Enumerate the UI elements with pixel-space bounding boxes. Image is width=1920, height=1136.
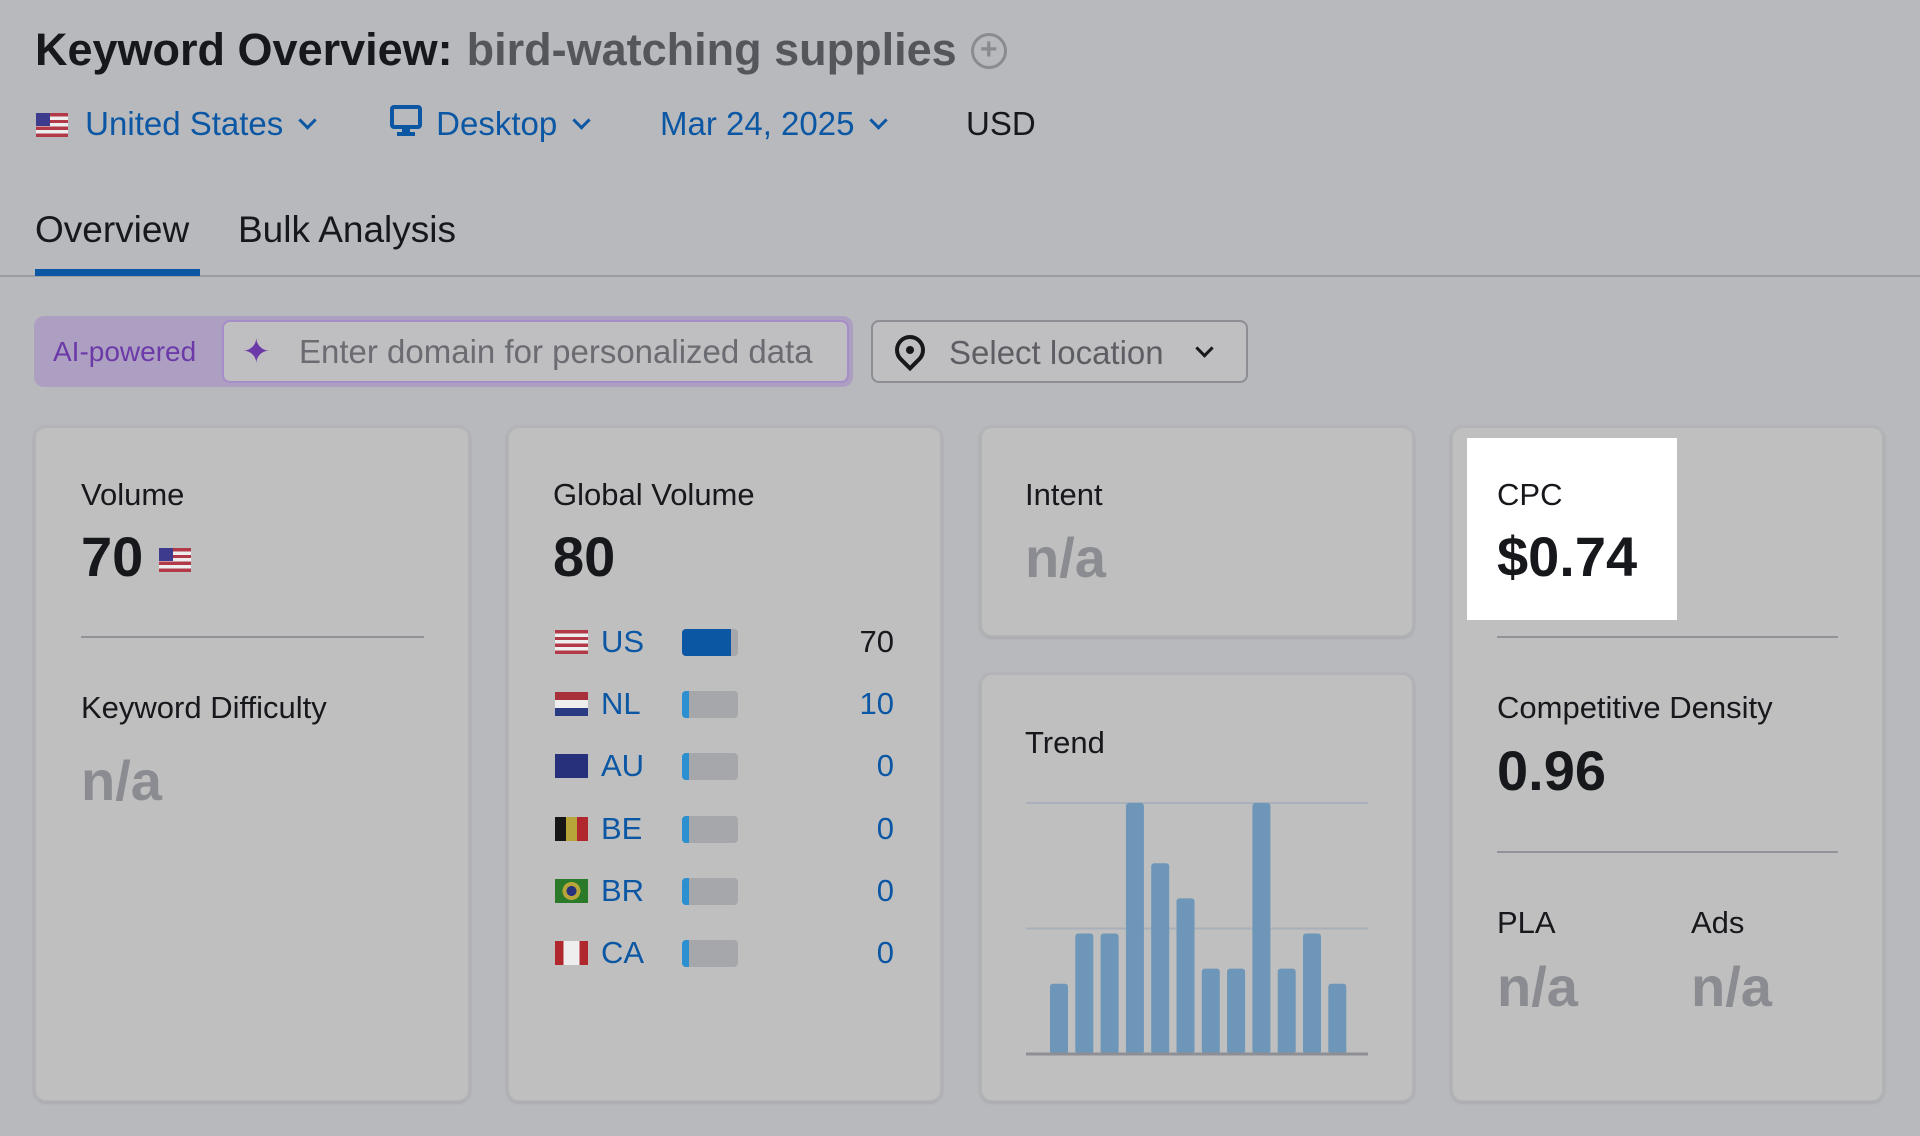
country-share-bar: [682, 691, 738, 719]
plus-circle-icon[interactable]: +: [970, 33, 1007, 69]
trend-bar[interactable]: [1151, 863, 1170, 1054]
country-select[interactable]: United States: [36, 104, 317, 144]
country-code[interactable]: US: [601, 624, 645, 659]
share-fill: [682, 877, 689, 905]
country-code[interactable]: BE: [601, 810, 643, 846]
us-flag-icon: [158, 548, 191, 572]
ads-label: Ads: [1691, 905, 1745, 940]
country-share-bar: [682, 877, 738, 905]
volume-label: Volume: [81, 477, 185, 512]
volume-value: 70: [81, 525, 191, 589]
country-volume[interactable]: 0: [876, 748, 894, 784]
share-fill: [682, 815, 689, 843]
volume-card: [34, 426, 470, 1102]
trend-bar[interactable]: [1227, 968, 1246, 1054]
country-label: United States: [85, 105, 284, 142]
cpc-value: $0.74: [1497, 525, 1638, 588]
share-fill: [682, 629, 732, 656]
ca-flag-icon: [555, 941, 588, 965]
date-select[interactable]: Mar 24, 2025: [660, 104, 889, 144]
trend-bar[interactable]: [1328, 983, 1347, 1054]
cpc-highlight: [1467, 438, 1677, 620]
country-volume[interactable]: 0: [876, 935, 894, 970]
domain-input-wrapper: ✦: [222, 320, 849, 383]
country-volume[interactable]: 0: [876, 810, 894, 846]
divider: [1497, 851, 1838, 853]
active-tab-indicator: [35, 269, 200, 276]
trend-bar[interactable]: [1100, 933, 1119, 1054]
tab-overview[interactable]: Overview: [35, 209, 190, 250]
page-title: Keyword Overview: bird-watching supplies +: [35, 22, 1007, 78]
trend-bar[interactable]: [1303, 933, 1321, 1054]
trend-bar[interactable]: [1050, 983, 1068, 1054]
trend-bar[interactable]: [1277, 968, 1296, 1054]
competitive-density-label: Competitive Density: [1497, 690, 1773, 725]
global-volume-label: Global Volume: [553, 477, 755, 512]
keyword-difficulty-label: Keyword Difficulty: [81, 690, 327, 725]
chevron-down-icon: [869, 111, 889, 130]
trend-bar[interactable]: [1075, 933, 1094, 1054]
tabs-divider: [0, 275, 1920, 277]
cpc-label: CPC: [1497, 477, 1563, 512]
au-flag-icon: [555, 754, 588, 779]
country-share-bar: [682, 815, 738, 843]
device-label: Desktop: [436, 105, 558, 142]
chevron-down-icon: [572, 111, 591, 130]
chevron-down-icon: [1195, 339, 1214, 358]
pla-value: n/a: [1497, 955, 1578, 1018]
trend-bar[interactable]: [1201, 968, 1220, 1054]
volume-number: 70: [81, 525, 144, 588]
keyword: bird-watching supplies: [466, 24, 957, 75]
date-label: Mar 24, 2025: [660, 105, 855, 142]
keyword-difficulty-value: n/a: [81, 749, 162, 812]
us-flag-icon: [555, 630, 588, 654]
sparkle-icon: ✦: [242, 333, 271, 371]
ads-value: n/a: [1691, 955, 1772, 1018]
country-code[interactable]: NL: [601, 686, 641, 722]
trend-chart: [1026, 802, 1368, 1056]
pla-label: PLA: [1497, 905, 1556, 940]
country-share-bar: [682, 629, 738, 656]
title-label: Keyword Overview:: [35, 24, 453, 75]
chevron-down-icon: [298, 111, 317, 130]
location-placeholder: Select location: [949, 334, 1164, 371]
tab-bulk-analysis[interactable]: Bulk Analysis: [238, 209, 456, 250]
competitive-density-value: 0.96: [1497, 739, 1606, 802]
country-code[interactable]: AU: [601, 748, 645, 784]
global-volume-value: 80: [553, 525, 616, 588]
intent-card: [980, 426, 1414, 637]
country-code[interactable]: BR: [601, 872, 645, 908]
br-flag-icon: [555, 878, 588, 903]
domain-input[interactable]: [299, 334, 829, 370]
country-share-bar: [682, 940, 738, 967]
currency: USD: [966, 105, 1036, 142]
device-select[interactable]: Desktop: [389, 104, 591, 144]
share-fill: [682, 691, 689, 719]
location-pin-icon: [888, 328, 932, 372]
ai-powered-badge: AI-powered: [53, 336, 197, 367]
trend-bar[interactable]: [1252, 803, 1271, 1054]
desktop-icon: [390, 105, 422, 136]
divider: [81, 636, 424, 638]
divider: [1497, 636, 1838, 638]
trend-label: Trend: [1025, 725, 1105, 760]
trend-bar[interactable]: [1176, 898, 1195, 1054]
share-fill: [682, 940, 689, 967]
be-flag-icon: [555, 816, 588, 841]
country-share-bar: [682, 753, 738, 781]
country-volume[interactable]: 0: [876, 872, 894, 908]
select-location-dropdown[interactable]: Select location: [871, 320, 1248, 383]
country-volume[interactable]: 10: [859, 686, 894, 722]
country-code[interactable]: CA: [601, 935, 645, 970]
intent-value: n/a: [1025, 526, 1106, 589]
trend-bar[interactable]: [1125, 803, 1144, 1054]
nl-flag-icon: [555, 692, 588, 717]
share-fill: [682, 753, 689, 781]
country-volume: 70: [859, 624, 894, 659]
intent-label: Intent: [1025, 477, 1103, 512]
us-flag-icon: [36, 113, 68, 137]
